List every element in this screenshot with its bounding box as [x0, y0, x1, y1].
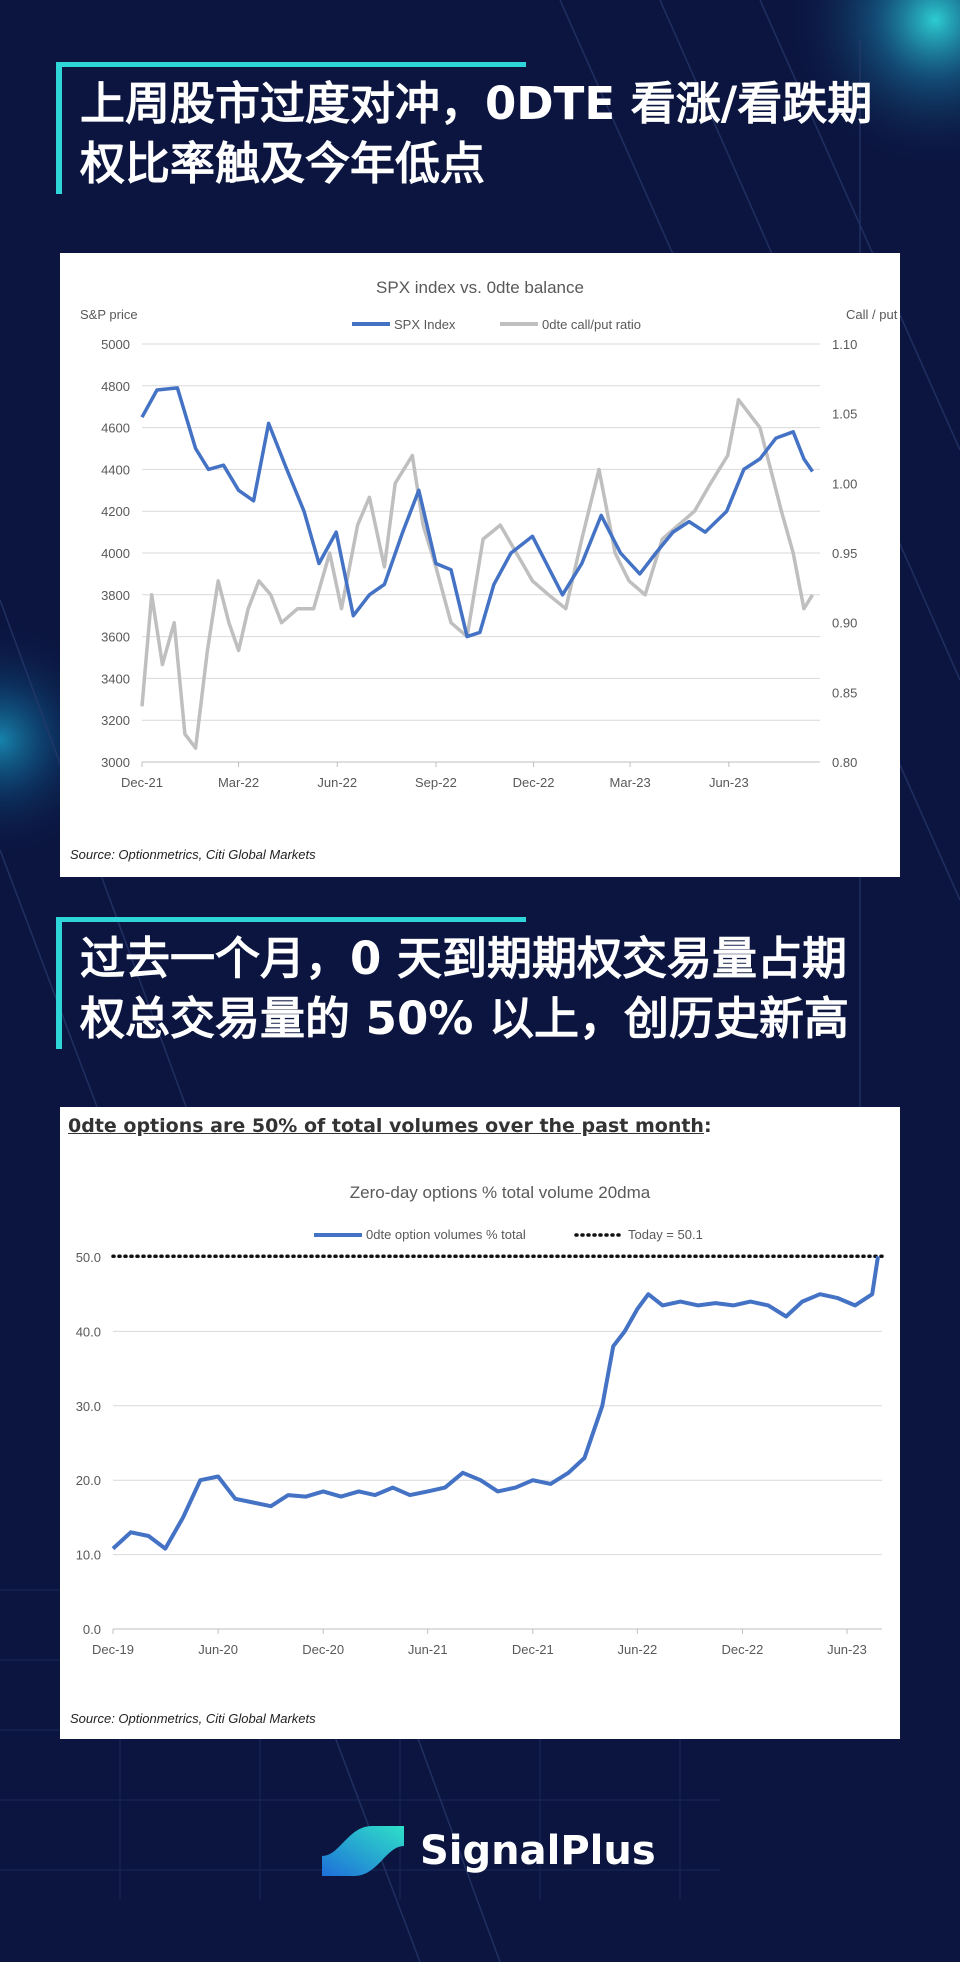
heading-2: 过去一个月，0 天到期期权交易量占期 权总交易量的 50% 以上，创历史新高: [56, 917, 940, 1049]
x-tick-label: Jun-22: [617, 1642, 657, 1657]
chart-1-title: SPX index vs. 0dte balance: [376, 278, 584, 297]
chart-2-header-suffix: :: [703, 1115, 712, 1137]
x-tick-label: Jun-23: [827, 1642, 867, 1657]
y2-tick-label: 1.00: [832, 476, 857, 491]
signalplus-logo: SignalPlus: [320, 1818, 660, 1888]
y-tick-label: 4600: [101, 421, 130, 436]
x-tick-label: Dec-19: [92, 1642, 134, 1657]
x-tick-label: Jun-21: [408, 1642, 448, 1657]
x-tick-label: Dec-22: [513, 775, 555, 790]
y-tick-label: 20.0: [76, 1473, 101, 1488]
series-spx-line: [140, 386, 814, 639]
y-tick-label: 0.0: [83, 1622, 101, 1637]
legend-spx-label: SPX Index: [394, 317, 456, 332]
chart-panel-0dte-volume: 0dte options are 50% of total volumes ov…: [60, 1107, 900, 1739]
chart-2-header: 0dte options are 50% of total volumes ov…: [68, 1115, 712, 1137]
spx-vs-0dte-chart: SPX index vs. 0dte balance S&P price Call …: [80, 278, 898, 790]
x-tick-label: Mar-22: [218, 775, 259, 790]
zero-day-volume-chart: Zero-day options % total volume 20dma 0dt…: [76, 1183, 884, 1657]
y-tick-label: 3400: [101, 671, 130, 686]
x-tick-label: Jun-23: [709, 775, 749, 790]
x-tick-label: Dec-21: [121, 775, 163, 790]
brand-name: SignalPlus: [420, 1828, 656, 1874]
heading-accent-bar: [56, 917, 526, 922]
x-tick-label: Dec-22: [721, 1642, 763, 1657]
chart-2-title: Zero-day options % total volume 20dma: [350, 1183, 651, 1202]
x-tick-label: Dec-21: [512, 1642, 554, 1657]
chart-1-y2-axis-label: Call / put: [846, 307, 898, 322]
y-tick-label: 3600: [101, 630, 130, 645]
y-tick-label: 3000: [101, 755, 130, 770]
heading-2-line-2: 权总交易量的 50% 以上，创历史新高: [80, 992, 850, 1045]
y-tick-label: 4400: [101, 462, 130, 477]
y-tick-label: 3200: [101, 713, 130, 728]
series-volume-line: [111, 1255, 880, 1551]
y-tick-label: 4000: [101, 546, 130, 561]
x-tick-label: Jun-22: [317, 775, 357, 790]
y-tick-label: 10.0: [76, 1548, 101, 1563]
legend-today-label: Today = 50.1: [628, 1227, 703, 1242]
y-tick-label: 30.0: [76, 1399, 101, 1414]
chart-1-y-axis-label: S&P price: [80, 307, 138, 322]
legend-ratio-label: 0dte call/put ratio: [542, 317, 641, 332]
y2-tick-label: 0.90: [832, 616, 857, 631]
y-tick-label: 4800: [101, 379, 130, 394]
heading-1-line-2: 权比率触及今年低点: [80, 137, 486, 190]
heading-1-line-1: 上周股市过度对冲，0DTE 看涨/看跌期: [80, 77, 873, 130]
heading-1: 上周股市过度对冲，0DTE 看涨/看跌期 权比率触及今年低点: [56, 62, 940, 194]
x-tick-label: Dec-20: [302, 1642, 344, 1657]
chart-2-header-text: 0dte options are 50% of total volumes ov…: [68, 1115, 704, 1137]
y-tick-label: 50.0: [76, 1250, 101, 1265]
y2-tick-label: 0.80: [832, 755, 857, 770]
y2-tick-label: 0.95: [832, 546, 857, 561]
series-ratio-line: [140, 397, 814, 750]
y-tick-label: 40.0: [76, 1324, 101, 1339]
heading-2-line-1: 过去一个月，0 天到期期权交易量占期: [80, 932, 847, 985]
x-tick-label: Mar-23: [610, 775, 651, 790]
y-tick-label: 3800: [101, 588, 130, 603]
x-tick-label: Sep-22: [415, 775, 457, 790]
legend-volume-label: 0dte option volumes % total: [366, 1227, 526, 1242]
chart-2-source: Source: Optionmetrics, Citi Global Marke…: [70, 1711, 316, 1726]
y2-tick-label: 1.10: [832, 337, 857, 352]
heading-accent-bar: [56, 62, 526, 67]
signalplus-logo-icon: [322, 1826, 404, 1876]
y-tick-label: 5000: [101, 337, 130, 352]
y2-tick-label: 1.05: [832, 407, 857, 422]
y2-tick-label: 0.85: [832, 685, 857, 700]
x-tick-label: Jun-20: [198, 1642, 238, 1657]
chart-panel-spx: SPX index vs. 0dte balance S&P price Call …: [60, 253, 900, 877]
chart-1-source: Source: Optionmetrics, Citi Global Marke…: [70, 847, 316, 862]
y-tick-label: 4200: [101, 504, 130, 519]
